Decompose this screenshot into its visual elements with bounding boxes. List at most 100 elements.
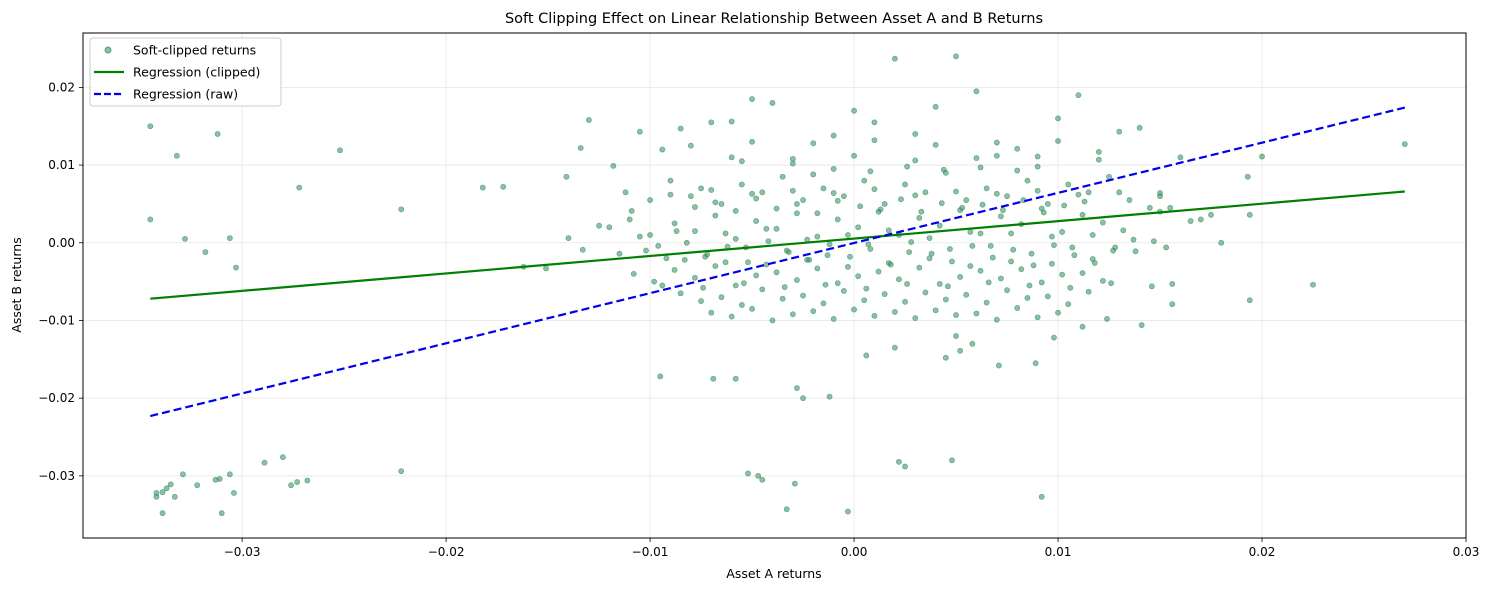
scatter-point [636, 128, 643, 135]
scatter-point [1106, 173, 1112, 180]
scatter-point [773, 225, 780, 232]
scatter-point [845, 263, 851, 270]
scatter-point [651, 278, 658, 285]
scatter-point [683, 239, 690, 246]
scatter-point [700, 284, 707, 291]
scatter-point [851, 306, 857, 313]
scatter-point [147, 216, 154, 223]
scatter-point [875, 268, 882, 275]
scatter-point [810, 140, 817, 147]
scatter-point [916, 264, 923, 271]
scatter-point [800, 292, 806, 299]
scatter-point [655, 242, 662, 249]
scatter-point [1095, 148, 1102, 155]
scatter-point [863, 352, 870, 359]
scatter-point [1138, 322, 1145, 329]
scatter-point [973, 88, 980, 95]
scatter-point [659, 146, 666, 153]
scatter-point [810, 308, 817, 315]
scatter-point [722, 230, 729, 237]
scatter-point [1085, 288, 1092, 295]
scatter-point [830, 166, 837, 172]
x-axis-ticks: −0.03 −0.02 −0.01 0.00 0.01 0.02 0.03 [224, 538, 1479, 559]
scatter-point [1218, 239, 1225, 246]
scatter-point [712, 212, 719, 219]
scatter-point [677, 290, 684, 297]
scatter-point [936, 281, 943, 287]
scatter-point [753, 195, 760, 202]
legend-label-clipped: Regression (clipped) [133, 65, 260, 80]
scatter-point [667, 191, 674, 198]
scatter-point [794, 277, 800, 283]
scatter-point [479, 184, 486, 191]
scatter-point [922, 289, 929, 296]
scatter-point [1069, 244, 1076, 251]
scatter-point [1130, 236, 1137, 243]
scatter-point [745, 259, 751, 266]
scatter-point [304, 477, 311, 484]
scatter-point [881, 201, 888, 207]
scatter-point [987, 242, 994, 249]
scatter-point [1008, 230, 1015, 237]
scatter-point [577, 145, 584, 151]
scatter-point [959, 204, 966, 211]
scatter-point [912, 131, 919, 137]
scatter-point [280, 454, 286, 461]
scatter-point [728, 118, 735, 125]
scatter-point [998, 275, 1004, 282]
scatter-point [610, 162, 617, 169]
scatter-point [738, 181, 745, 188]
scatter-point [1146, 204, 1153, 211]
scatter-point [834, 197, 841, 204]
scatter-point [214, 131, 221, 137]
y-tick-label: 0.01 [48, 158, 75, 172]
scatter-point [1089, 256, 1096, 262]
scatter-point [851, 152, 857, 159]
scatter-point [745, 470, 751, 477]
scatter-point [794, 385, 800, 391]
scatter-point [977, 267, 984, 274]
scatter-point [1008, 258, 1015, 265]
scatter-point [288, 482, 294, 489]
scatter-point [1010, 246, 1017, 253]
y-tick-label: −0.02 [38, 391, 75, 405]
scatter-point [1148, 283, 1155, 290]
scatter-point [1169, 301, 1176, 308]
scatter-point [616, 250, 623, 257]
scatter-point [789, 311, 796, 318]
scatter-point [926, 255, 933, 262]
scatter-point [749, 96, 755, 102]
scatter-point [891, 344, 898, 351]
scatter-point [630, 270, 637, 277]
scatter-point [967, 263, 974, 269]
scatter-point [1055, 115, 1061, 122]
scatter-point [789, 155, 796, 162]
scatter-point [337, 147, 343, 154]
scatter-point [1167, 204, 1174, 211]
scatter-point [1014, 167, 1021, 174]
scatter-point [673, 228, 680, 235]
scatter-point [1089, 232, 1096, 238]
scatter-point [1177, 154, 1184, 161]
scatter-point [173, 152, 180, 159]
scatter-point [936, 222, 943, 229]
scatter-point [1026, 282, 1033, 289]
scatter-point [728, 154, 735, 161]
scatter-point [1044, 201, 1051, 207]
scatter-point [606, 224, 613, 231]
scatter-point [1067, 284, 1074, 291]
scatter-point [647, 232, 653, 238]
scatter-point [296, 184, 303, 191]
scatter-point [851, 107, 857, 114]
scatter-point [1244, 173, 1251, 180]
scatter-point [871, 186, 878, 193]
scatter-point [233, 264, 239, 271]
scatter-point [1126, 197, 1133, 203]
scatter-point [845, 508, 851, 515]
regression-clipped-line [150, 190, 1405, 300]
scatter-point [698, 185, 704, 192]
scatter-point [1032, 360, 1039, 367]
scatter-point [977, 164, 984, 171]
scatter-point [398, 468, 405, 475]
scatter-point [182, 235, 188, 242]
